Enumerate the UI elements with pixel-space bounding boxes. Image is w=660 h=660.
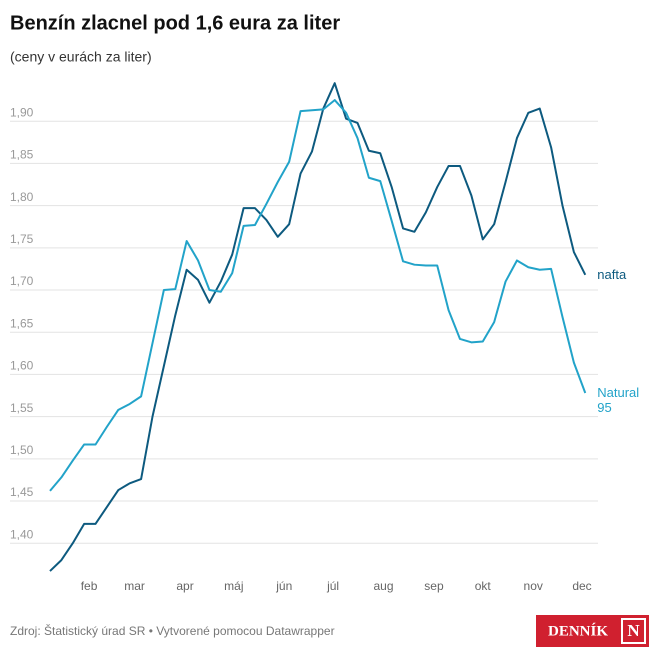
x-tick-label: mar — [124, 579, 145, 593]
y-tick-label: 1,70 — [10, 274, 34, 288]
logo-mark-box — [621, 618, 646, 644]
y-tick-label: 1,45 — [10, 485, 34, 499]
logo-mark: N — [627, 621, 640, 640]
y-tick-label: 1,60 — [10, 359, 34, 373]
x-tick-label: feb — [81, 579, 98, 593]
x-tick-label: dec — [572, 579, 591, 593]
x-tick-label: jún — [275, 579, 292, 593]
series-line — [49, 99, 587, 492]
y-tick-label: 1,90 — [10, 105, 34, 119]
series-line — [49, 82, 587, 572]
chart-title: Benzín zlacnel pod 1,6 eura za liter — [10, 12, 340, 34]
x-tick-label: apr — [176, 579, 193, 593]
y-tick-label: 1,40 — [10, 527, 34, 541]
y-tick-label: 1,65 — [10, 316, 34, 330]
x-tick-label: aug — [374, 579, 394, 593]
x-tick-label: okt — [475, 579, 492, 593]
logo: DENNÍK — [548, 622, 608, 639]
y-tick-label: 1,50 — [10, 443, 34, 457]
y-tick-label: 1,55 — [10, 401, 34, 415]
x-tick-label: sep — [424, 579, 444, 593]
x-tick-label: máj — [224, 579, 243, 593]
y-tick-label: 1,75 — [10, 232, 34, 246]
y-tick-label: 1,80 — [10, 190, 34, 204]
x-tick-label: júl — [326, 579, 339, 593]
chart-subtitle: (ceny v eurách za liter) — [10, 49, 152, 65]
x-tick-label: nov — [524, 579, 543, 593]
series-label: Natural 95 — [597, 384, 640, 415]
logo-box — [536, 615, 649, 647]
series-label: nafta — [597, 266, 627, 282]
source: Zdroj: Štatistický úrad SR • Vytvorené p… — [10, 623, 335, 638]
y-tick-label: 1,85 — [10, 148, 34, 162]
